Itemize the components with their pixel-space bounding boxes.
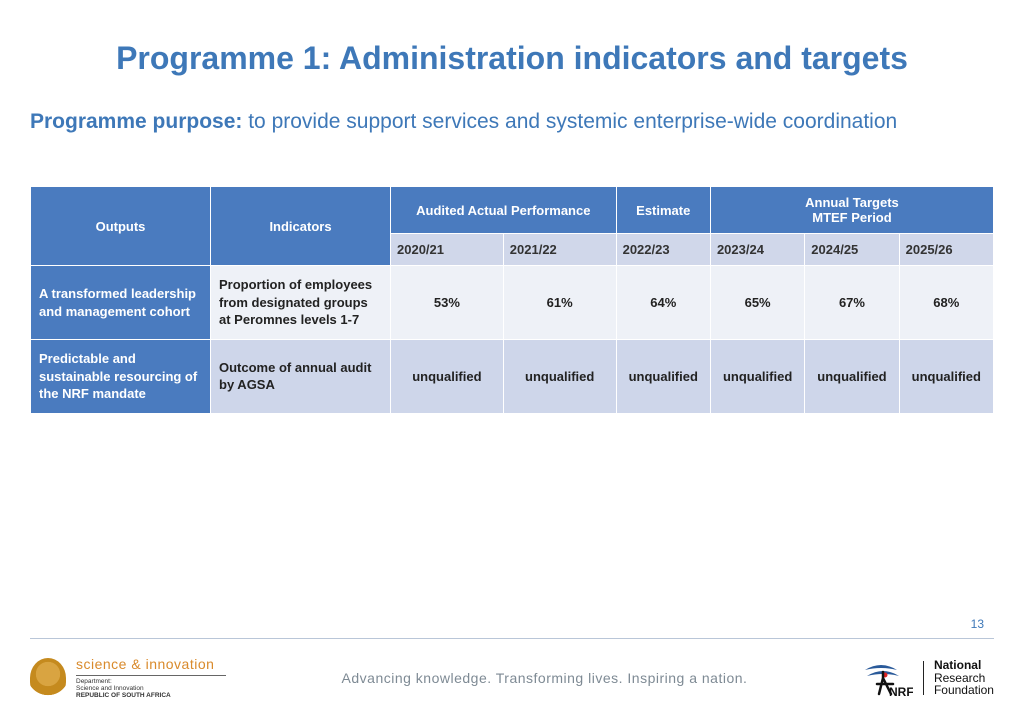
year-4: 2024/25 (805, 234, 899, 266)
year-1: 2021/22 (503, 234, 616, 266)
nrf-line3: Foundation (934, 683, 994, 697)
dept-line1: Department: (76, 678, 112, 685)
nrf-text: National Research Foundation (934, 659, 994, 697)
page-title: Programme 1: Administration indicators a… (30, 40, 994, 77)
page-number: 13 (971, 617, 984, 631)
department-block: science & innovation Department: Science… (76, 657, 226, 700)
svg-text:NRF: NRF (889, 685, 913, 698)
footer-left: science & innovation Department: Science… (30, 657, 226, 700)
value-cell: unqualified (710, 340, 804, 414)
year-5: 2025/26 (899, 234, 993, 266)
value-cell: 61% (503, 266, 616, 340)
value-cell: 68% (899, 266, 993, 340)
output-cell: Predictable and sustainable resourcing o… (31, 340, 211, 414)
year-2: 2022/23 (616, 234, 710, 266)
table-body: A transformed leadership and management … (31, 266, 994, 413)
tagline: Advancing knowledge. Transforming lives.… (342, 670, 748, 686)
year-0: 2020/21 (391, 234, 504, 266)
nrf-logo-icon: NRF (863, 658, 913, 698)
dept-line2: Science and Innovation (76, 685, 144, 692)
value-cell: unqualified (391, 340, 504, 414)
output-cell: A transformed leadership and management … (31, 266, 211, 340)
value-cell: unqualified (805, 340, 899, 414)
nrf-divider (923, 661, 924, 695)
table-row: Predictable and sustainable resourcing o… (31, 340, 994, 414)
coat-of-arms-icon (30, 658, 66, 698)
table-row: A transformed leadership and management … (31, 266, 994, 340)
col-audited: Audited Actual Performance (391, 187, 617, 234)
value-cell: unqualified (616, 340, 710, 414)
footer: science & innovation Department: Science… (0, 647, 1024, 709)
footer-right: NRF National Research Foundation (863, 658, 994, 698)
department-rule (76, 675, 226, 676)
col-outputs: Outputs (31, 187, 211, 266)
footer-divider (30, 638, 994, 639)
value-cell: unqualified (899, 340, 993, 414)
programme-purpose: Programme purpose: to provide support se… (30, 107, 994, 136)
indicators-table: Outputs Indicators Audited Actual Perfor… (30, 186, 994, 413)
slide: Programme 1: Administration indicators a… (0, 0, 1024, 709)
value-cell: 65% (710, 266, 804, 340)
value-cell: 53% (391, 266, 504, 340)
value-cell: unqualified (503, 340, 616, 414)
purpose-text: to provide support services and systemic… (242, 110, 897, 133)
col-estimate: Estimate (616, 187, 710, 234)
department-name: science & innovation (76, 657, 226, 672)
dept-line3: REPUBLIC OF SOUTH AFRICA (76, 692, 171, 699)
year-3: 2023/24 (710, 234, 804, 266)
value-cell: 64% (616, 266, 710, 340)
indicator-cell: Proportion of employees from designated … (211, 266, 391, 340)
purpose-label: Programme purpose: (30, 110, 242, 133)
col-annual: Annual Targets MTEF Period (710, 187, 993, 234)
col-indicators: Indicators (211, 187, 391, 266)
indicator-cell: Outcome of annual audit by AGSA (211, 340, 391, 414)
department-sub: Department: Science and Innovation REPUB… (76, 678, 226, 699)
value-cell: 67% (805, 266, 899, 340)
table-header-row-1: Outputs Indicators Audited Actual Perfor… (31, 187, 994, 234)
